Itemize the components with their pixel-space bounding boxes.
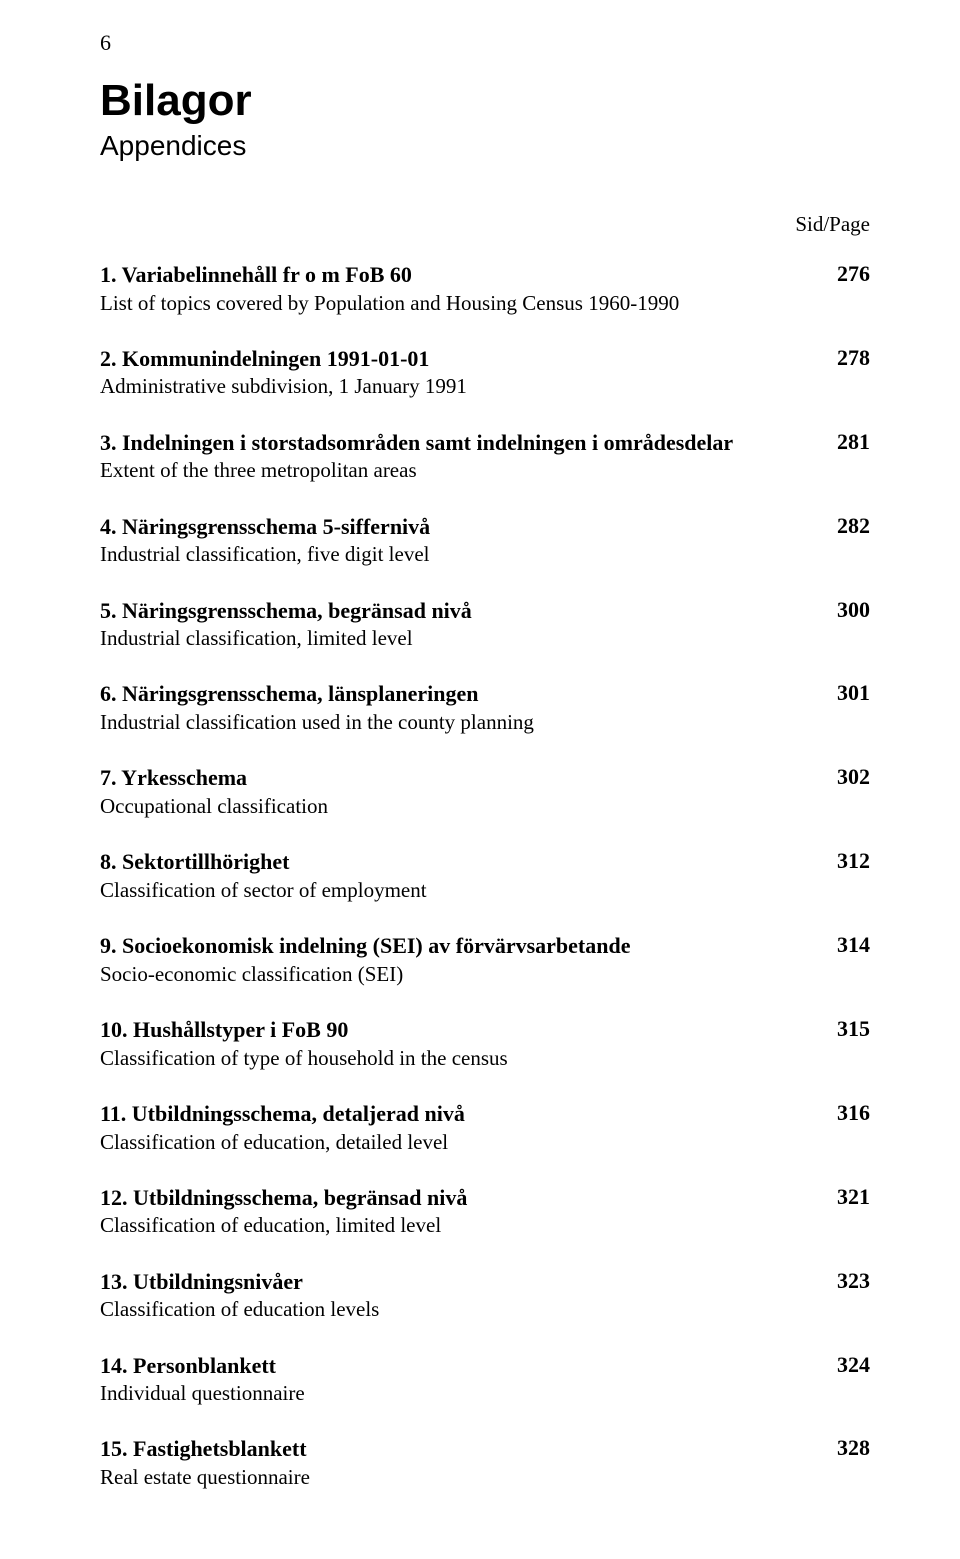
toc-entry-text: 12. Utbildningsschema, begränsad nivåCla… bbox=[100, 1184, 837, 1240]
toc-entry-text: 5. Näringsgrensschema, begränsad nivåInd… bbox=[100, 597, 837, 653]
toc-entry-text: 2. Kommunindelningen 1991-01-01Administr… bbox=[100, 345, 837, 401]
toc-entry-desc: Classification of sector of employment bbox=[100, 877, 797, 904]
toc-entry-desc: Classification of education, detailed le… bbox=[100, 1129, 797, 1156]
toc-entry-title: 2. Kommunindelningen 1991-01-01 bbox=[100, 345, 797, 374]
toc-entry-title: 1. Variabelinnehåll fr o m FoB 60 bbox=[100, 261, 797, 290]
toc-entry-page: 321 bbox=[837, 1184, 870, 1210]
toc-entry-desc: Industrial classification used in the co… bbox=[100, 709, 797, 736]
toc-entry-title: 6. Näringsgrensschema, länsplaneringen bbox=[100, 680, 797, 709]
page-title: Bilagor bbox=[100, 76, 870, 126]
toc-entry: 8. SektortillhörighetClassification of s… bbox=[100, 848, 870, 904]
page-number: 6 bbox=[100, 30, 870, 56]
toc-entry-desc: List of topics covered by Population and… bbox=[100, 290, 797, 317]
toc-entry-text: 9. Socioekonomisk indelning (SEI) av för… bbox=[100, 932, 837, 988]
toc-entry-text: 6. Näringsgrensschema, länsplaneringenIn… bbox=[100, 680, 837, 736]
toc-entry-page: 324 bbox=[837, 1352, 870, 1378]
toc-entry-page: 276 bbox=[837, 261, 870, 287]
toc-entry-desc: Extent of the three metropolitan areas bbox=[100, 457, 797, 484]
toc-entry: 12. Utbildningsschema, begränsad nivåCla… bbox=[100, 1184, 870, 1240]
toc-entry-page: 315 bbox=[837, 1016, 870, 1042]
toc-entry-title: 9. Socioekonomisk indelning (SEI) av för… bbox=[100, 932, 797, 961]
toc-entry-desc: Classification of education levels bbox=[100, 1296, 797, 1323]
toc-entry-text: 10. Hushållstyper i FoB 90Classification… bbox=[100, 1016, 837, 1072]
toc-entry: 9. Socioekonomisk indelning (SEI) av för… bbox=[100, 932, 870, 988]
toc-entry-text: 13. UtbildningsnivåerClassification of e… bbox=[100, 1268, 837, 1324]
column-header: Sid/Page bbox=[100, 212, 870, 237]
toc-entry-desc: Classification of education, limited lev… bbox=[100, 1212, 797, 1239]
toc-entry-page: 316 bbox=[837, 1100, 870, 1126]
toc-entry-text: 7. YrkesschemaOccupational classificatio… bbox=[100, 764, 837, 820]
toc-entry: 3. Indelningen i storstadsområden samt i… bbox=[100, 429, 870, 485]
toc-entry: 5. Näringsgrensschema, begränsad nivåInd… bbox=[100, 597, 870, 653]
toc-entry-text: 4. Näringsgrensschema 5-siffernivåIndust… bbox=[100, 513, 837, 569]
toc-entry-title: 7. Yrkesschema bbox=[100, 764, 797, 793]
toc-entry-page: 323 bbox=[837, 1268, 870, 1294]
toc-entry: 13. UtbildningsnivåerClassification of e… bbox=[100, 1268, 870, 1324]
toc-entry-text: 15. FastighetsblankettReal estate questi… bbox=[100, 1435, 837, 1491]
toc-entry: 10. Hushållstyper i FoB 90Classification… bbox=[100, 1016, 870, 1072]
toc-entry-desc: Occupational classification bbox=[100, 793, 797, 820]
toc-entry-text: 3. Indelningen i storstadsområden samt i… bbox=[100, 429, 837, 485]
toc-entry-page: 301 bbox=[837, 680, 870, 706]
toc-entry-page: 328 bbox=[837, 1435, 870, 1461]
toc-entry-page: 302 bbox=[837, 764, 870, 790]
toc-entry-page: 312 bbox=[837, 848, 870, 874]
toc-entry-page: 314 bbox=[837, 932, 870, 958]
toc-entry-text: 1. Variabelinnehåll fr o m FoB 60List of… bbox=[100, 261, 837, 317]
toc-list: 1. Variabelinnehåll fr o m FoB 60List of… bbox=[100, 261, 870, 1491]
toc-entry: 11. Utbildningsschema, detaljerad nivåCl… bbox=[100, 1100, 870, 1156]
toc-entry-text: 11. Utbildningsschema, detaljerad nivåCl… bbox=[100, 1100, 837, 1156]
toc-entry-desc: Industrial classification, five digit le… bbox=[100, 541, 797, 568]
toc-entry: 2. Kommunindelningen 1991-01-01Administr… bbox=[100, 345, 870, 401]
toc-entry-title: 4. Näringsgrensschema 5-siffernivå bbox=[100, 513, 797, 542]
toc-entry: 7. YrkesschemaOccupational classificatio… bbox=[100, 764, 870, 820]
toc-entry: 14. PersonblankettIndividual questionnai… bbox=[100, 1352, 870, 1408]
toc-entry-desc: Individual questionnaire bbox=[100, 1380, 797, 1407]
toc-entry: 4. Näringsgrensschema 5-siffernivåIndust… bbox=[100, 513, 870, 569]
toc-entry-page: 282 bbox=[837, 513, 870, 539]
toc-entry-title: 5. Näringsgrensschema, begränsad nivå bbox=[100, 597, 797, 626]
toc-entry-desc: Socio-economic classification (SEI) bbox=[100, 961, 797, 988]
toc-entry: 1. Variabelinnehåll fr o m FoB 60List of… bbox=[100, 261, 870, 317]
toc-entry-title: 11. Utbildningsschema, detaljerad nivå bbox=[100, 1100, 797, 1129]
toc-entry: 15. FastighetsblankettReal estate questi… bbox=[100, 1435, 870, 1491]
toc-entry-title: 3. Indelningen i storstadsområden samt i… bbox=[100, 429, 797, 458]
toc-entry-title: 8. Sektortillhörighet bbox=[100, 848, 797, 877]
toc-entry-title: 14. Personblankett bbox=[100, 1352, 797, 1381]
toc-entry-desc: Real estate questionnaire bbox=[100, 1464, 797, 1491]
toc-entry-text: 8. SektortillhörighetClassification of s… bbox=[100, 848, 837, 904]
toc-entry-title: 12. Utbildningsschema, begränsad nivå bbox=[100, 1184, 797, 1213]
toc-entry-title: 15. Fastighetsblankett bbox=[100, 1435, 797, 1464]
toc-entry-title: 10. Hushållstyper i FoB 90 bbox=[100, 1016, 797, 1045]
toc-entry: 6. Näringsgrensschema, länsplaneringenIn… bbox=[100, 680, 870, 736]
toc-entry-title: 13. Utbildningsnivåer bbox=[100, 1268, 797, 1297]
toc-entry-desc: Administrative subdivision, 1 January 19… bbox=[100, 373, 797, 400]
toc-entry-desc: Classification of type of household in t… bbox=[100, 1045, 797, 1072]
toc-entry-desc: Industrial classification, limited level bbox=[100, 625, 797, 652]
toc-entry-page: 300 bbox=[837, 597, 870, 623]
toc-entry-page: 278 bbox=[837, 345, 870, 371]
page-subtitle: Appendices bbox=[100, 130, 870, 162]
toc-entry-text: 14. PersonblankettIndividual questionnai… bbox=[100, 1352, 837, 1408]
toc-entry-page: 281 bbox=[837, 429, 870, 455]
